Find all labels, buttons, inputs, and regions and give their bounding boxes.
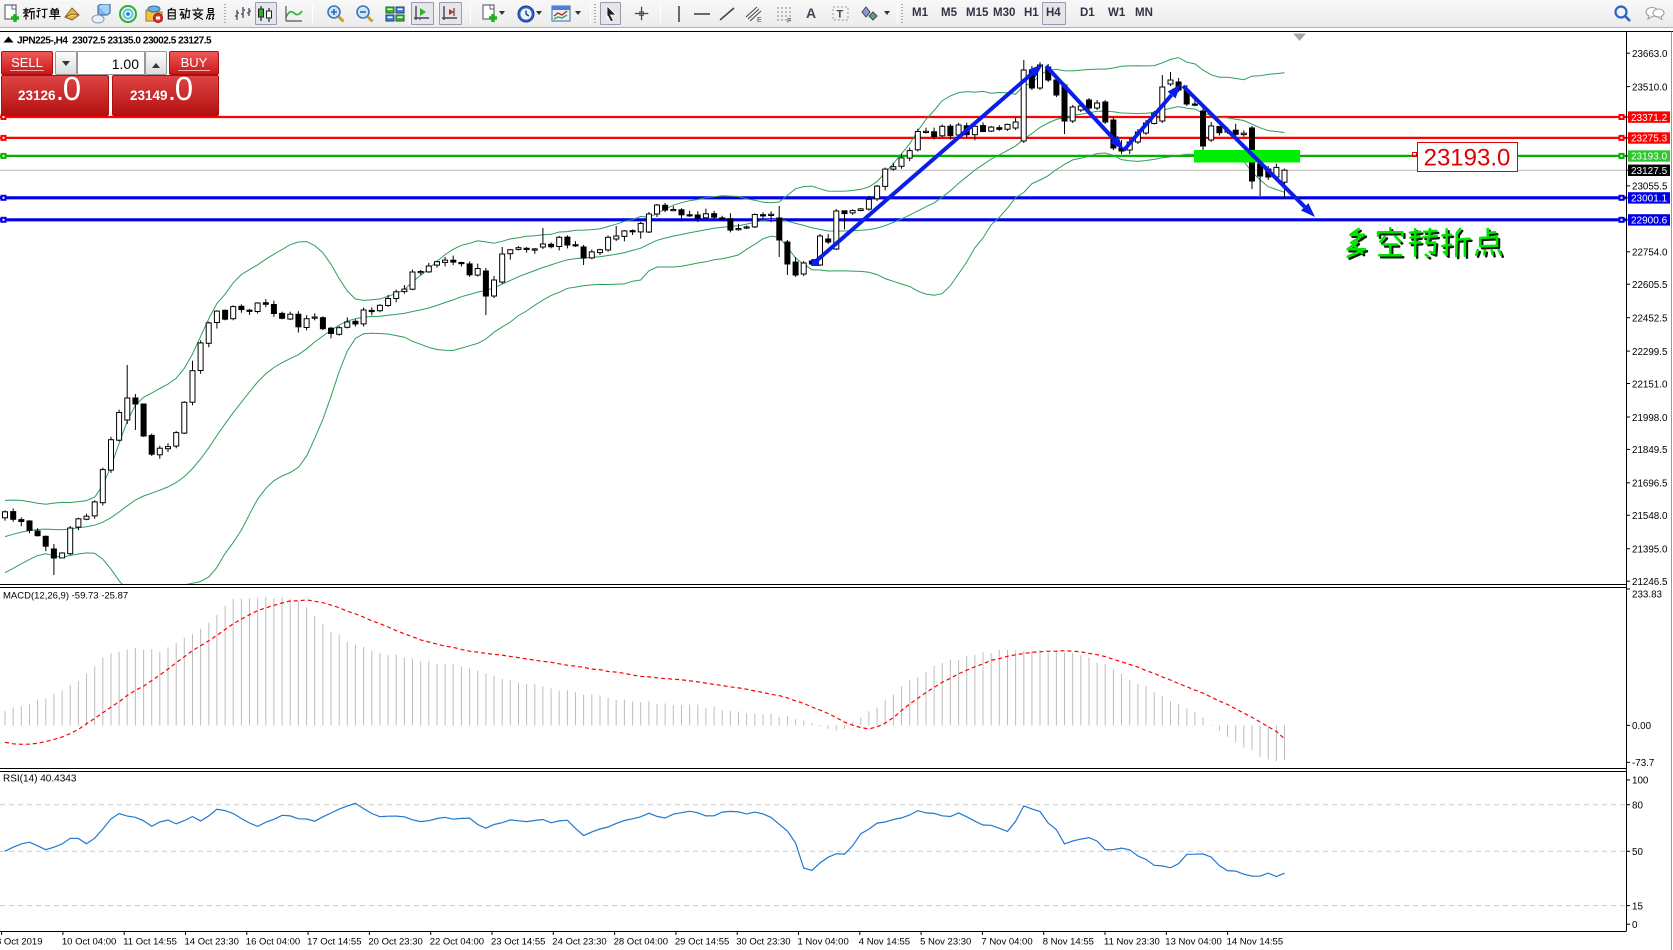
svg-text:23001.1: 23001.1 bbox=[1631, 194, 1668, 205]
svg-text:F: F bbox=[787, 18, 791, 24]
svg-text:22 Oct 04:00: 22 Oct 04:00 bbox=[430, 937, 484, 948]
svg-text:7 Nov 04:00: 7 Nov 04:00 bbox=[981, 937, 1032, 948]
svg-text:4 Nov 14:55: 4 Nov 14:55 bbox=[859, 937, 910, 948]
svg-text:20 Oct 23:30: 20 Oct 23:30 bbox=[368, 937, 422, 948]
svg-text:MACD(12,26,9) -59.73 -25.87: MACD(12,26,9) -59.73 -25.87 bbox=[3, 591, 128, 602]
svg-text:21849.5: 21849.5 bbox=[1632, 445, 1668, 456]
svg-text:8 Nov 14:55: 8 Nov 14:55 bbox=[1043, 937, 1094, 948]
svg-text:T: T bbox=[837, 9, 844, 21]
svg-text:30 Oct 23:30: 30 Oct 23:30 bbox=[736, 937, 790, 948]
svg-text:16 Oct 04:00: 16 Oct 04:00 bbox=[246, 937, 300, 948]
svg-text:13 Nov 04:00: 13 Nov 04:00 bbox=[1165, 937, 1222, 948]
svg-text:23510.0: 23510.0 bbox=[1632, 82, 1668, 93]
svg-text:24 Oct 23:30: 24 Oct 23:30 bbox=[552, 937, 606, 948]
svg-text:28 Oct 04:00: 28 Oct 04:00 bbox=[614, 937, 668, 948]
svg-text:-73.7: -73.7 bbox=[1632, 758, 1654, 769]
svg-text:JPN225-,H4 23072.5 23135.0 23: JPN225-,H4 23072.5 23135.0 23002.5 23127… bbox=[17, 36, 212, 47]
svg-text:233.83: 233.83 bbox=[1632, 589, 1663, 600]
svg-text:10 Oct 04:00: 10 Oct 04:00 bbox=[62, 937, 116, 948]
svg-text:21246.5: 21246.5 bbox=[1632, 577, 1668, 588]
svg-text:14 Nov 14:55: 14 Nov 14:55 bbox=[1227, 937, 1284, 948]
svg-text:23055.5: 23055.5 bbox=[1632, 182, 1668, 193]
svg-text:23193.0: 23193.0 bbox=[1631, 152, 1668, 163]
svg-text:80: 80 bbox=[1632, 801, 1643, 812]
svg-text:14 Oct 23:30: 14 Oct 23:30 bbox=[185, 937, 239, 948]
svg-text:1 Nov 04:00: 1 Nov 04:00 bbox=[798, 937, 849, 948]
svg-text:E: E bbox=[757, 17, 762, 24]
svg-text:23127.5: 23127.5 bbox=[1631, 166, 1668, 177]
svg-text:11 Oct 14:55: 11 Oct 14:55 bbox=[123, 937, 177, 948]
svg-text:0.00: 0.00 bbox=[1632, 721, 1652, 732]
svg-text:8 Oct 2019: 8 Oct 2019 bbox=[0, 937, 42, 948]
svg-text:0: 0 bbox=[1632, 920, 1638, 931]
svg-text:11 Nov 23:30: 11 Nov 23:30 bbox=[1104, 937, 1160, 948]
svg-text:17 Oct 14:55: 17 Oct 14:55 bbox=[307, 937, 361, 948]
svg-text:22754.0: 22754.0 bbox=[1632, 248, 1668, 259]
svg-text:22900.6: 22900.6 bbox=[1631, 216, 1668, 227]
svg-text:5 Nov 23:30: 5 Nov 23:30 bbox=[920, 937, 971, 948]
svg-text:21548.0: 21548.0 bbox=[1632, 511, 1668, 522]
svg-text:22151.0: 22151.0 bbox=[1632, 379, 1668, 390]
svg-text:100: 100 bbox=[1632, 776, 1649, 787]
svg-text:21395.0: 21395.0 bbox=[1632, 545, 1668, 556]
svg-text:50: 50 bbox=[1632, 847, 1643, 858]
svg-text:23663.0: 23663.0 bbox=[1632, 49, 1668, 60]
svg-text:22452.5: 22452.5 bbox=[1632, 314, 1668, 325]
svg-text:22605.5: 22605.5 bbox=[1632, 280, 1668, 291]
svg-text:23275.3: 23275.3 bbox=[1631, 134, 1668, 145]
svg-text:23 Oct 14:55: 23 Oct 14:55 bbox=[491, 937, 545, 948]
svg-text:29 Oct 14:55: 29 Oct 14:55 bbox=[675, 937, 729, 948]
svg-text:23193.0: 23193.0 bbox=[1424, 145, 1511, 172]
svg-text:23371.2: 23371.2 bbox=[1631, 113, 1668, 124]
svg-text:21696.5: 21696.5 bbox=[1632, 479, 1668, 490]
svg-text:22299.5: 22299.5 bbox=[1632, 347, 1668, 358]
svg-text:RSI(14) 40.4343: RSI(14) 40.4343 bbox=[3, 774, 77, 785]
svg-text:21998.0: 21998.0 bbox=[1632, 413, 1668, 424]
svg-text:15: 15 bbox=[1632, 901, 1643, 912]
